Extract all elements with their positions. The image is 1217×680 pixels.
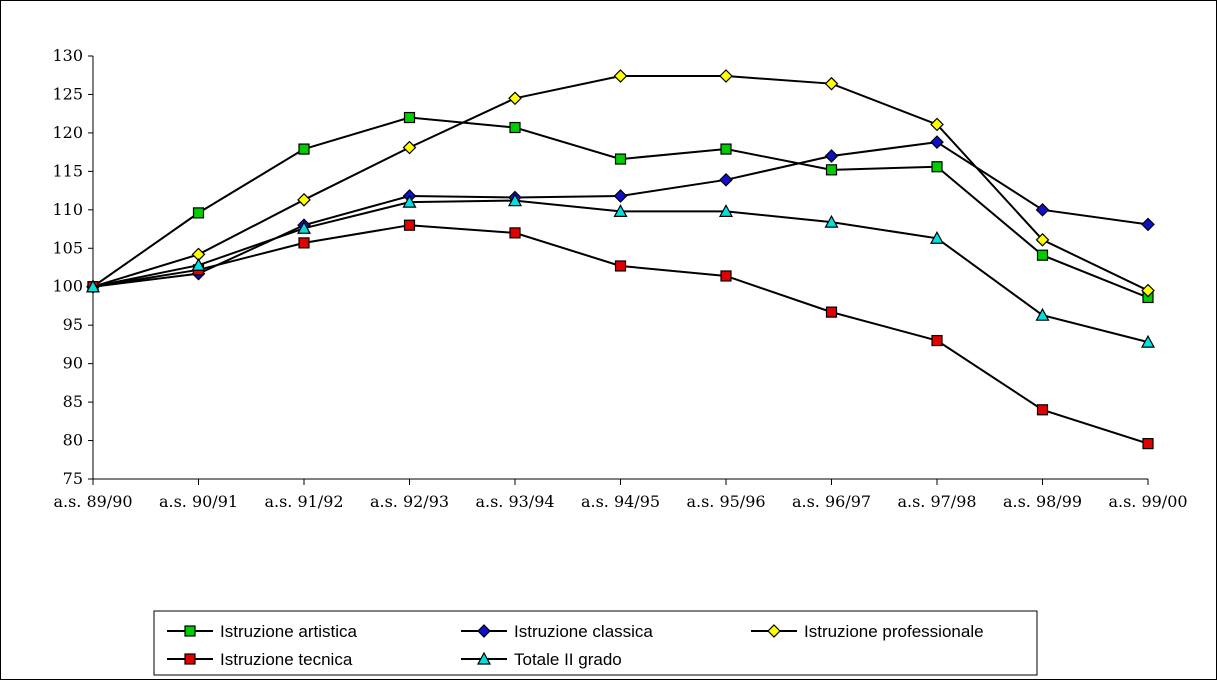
axes: 75 80 85 90 95 100 105 110 115 120 125 130 a.s. 89/9… (52, 46, 1187, 511)
legend-label: Totale II grado (514, 650, 622, 669)
series-line (92, 224, 1149, 445)
x-tick-label: a.s. 99/00 (1108, 492, 1187, 511)
data-point (1142, 438, 1154, 450)
data-point (1141, 217, 1155, 232)
x-tick-label: a.s. 91/92 (264, 492, 343, 511)
legend-label: Istruzione classica (514, 622, 653, 641)
data-point (403, 219, 416, 231)
legend-item: Istruzione classica (461, 622, 653, 641)
data-point (718, 204, 734, 217)
legend-label: Istruzione tecnica (220, 650, 353, 669)
data-point (720, 270, 732, 282)
data-point (1140, 334, 1156, 348)
x-tick-label: a.s. 92/93 (370, 492, 449, 511)
x-tick-label: a.s. 95/96 (686, 492, 765, 511)
x-tick-label: a.s. 98/99 (1003, 492, 1082, 511)
legend-marker (184, 653, 196, 665)
data-point (509, 227, 521, 239)
y-tick-label: 125 (52, 84, 83, 103)
x-tick-label: a.s. 89/90 (53, 492, 132, 511)
x-tick-label: a.s. 96/97 (792, 492, 871, 511)
data-point (929, 231, 945, 244)
data-point (613, 69, 628, 83)
legend-box (153, 610, 1038, 676)
legend-marker (184, 625, 196, 637)
series-3 (87, 219, 1154, 450)
y-tick-label: 90 (63, 354, 83, 373)
x-tick-label: a.s. 97/98 (897, 492, 976, 511)
legend-marker (477, 624, 491, 638)
data-point (192, 207, 205, 219)
data-point (719, 69, 733, 83)
data-point (298, 143, 310, 155)
data-point (85, 279, 101, 293)
data-point (614, 153, 627, 165)
data-point (614, 260, 627, 272)
data-point (296, 221, 312, 234)
data-point (507, 193, 523, 207)
legend-item: Istruzione tecnica (167, 650, 353, 669)
legend-label: Istruzione artistica (220, 622, 358, 641)
y-tick-label: 75 (63, 469, 83, 488)
data-point (930, 117, 944, 132)
x-tick-label: a.s. 94/95 (581, 492, 660, 511)
legend-item: Istruzione artistica (167, 622, 358, 641)
data-point (930, 135, 944, 149)
data-point (825, 164, 838, 176)
y-tick-label: 95 (63, 315, 83, 334)
x-tick-label: a.s. 93/94 (475, 492, 554, 511)
data-point (191, 257, 206, 271)
data-point (1141, 283, 1155, 298)
data-point (1035, 232, 1050, 247)
y-tick-label: 115 (52, 161, 83, 180)
series-4 (85, 193, 1156, 348)
legend-label: Istruzione professionale (804, 622, 984, 641)
legend-marker (476, 651, 492, 665)
legend: Istruzione artistica Istruzione classica I… (153, 610, 1038, 676)
data-point (825, 306, 838, 318)
data-point (824, 76, 839, 91)
y-tick-label: 80 (63, 431, 83, 450)
data-point (1036, 404, 1049, 416)
data-point (719, 172, 733, 187)
y-tick-label: 110 (52, 200, 83, 219)
y-tick-label: 85 (63, 392, 83, 411)
series-line (92, 74, 1149, 292)
data-point (1036, 249, 1049, 261)
data-point (509, 121, 521, 134)
data-point (931, 161, 943, 173)
data-point (824, 214, 839, 228)
data-point (402, 194, 417, 208)
legend-marker (767, 624, 781, 638)
data-point (613, 204, 628, 217)
legend-item: Istruzione professionale (751, 622, 984, 641)
data-point (824, 149, 839, 163)
legend-item: Totale II grado (461, 650, 622, 669)
data-point (931, 334, 943, 347)
data-point (1035, 202, 1050, 217)
data-point (298, 237, 310, 249)
data-point (402, 140, 417, 155)
data-point (508, 91, 522, 106)
y-tick-label: 120 (52, 123, 83, 142)
series-layer (85, 69, 1156, 450)
data-point (297, 192, 311, 207)
data-point (1035, 307, 1050, 321)
y-tick-label: 100 (52, 277, 83, 296)
y-tick-label: 105 (52, 238, 83, 257)
data-point (720, 143, 732, 155)
y-tick-label: 130 (52, 46, 83, 65)
data-point (613, 189, 628, 203)
data-point (403, 111, 416, 124)
x-tick-label: a.s. 90/91 (159, 492, 238, 511)
